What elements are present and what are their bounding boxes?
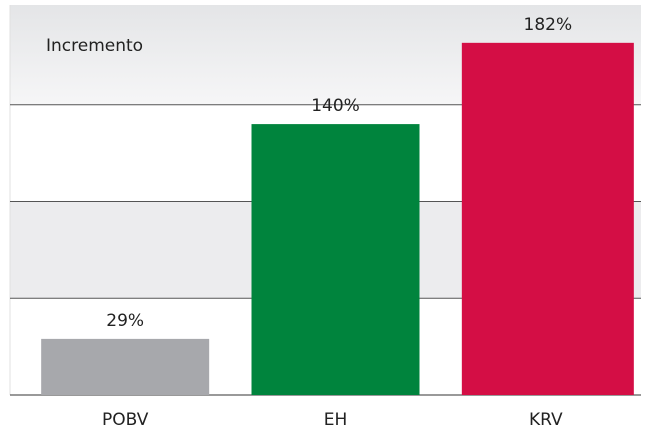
value-label: 29%	[106, 311, 144, 331]
value-label: 182%	[524, 15, 573, 35]
value-label: 140%	[311, 96, 360, 116]
x-tick-label: POBV	[102, 410, 149, 430]
bar	[461, 42, 634, 396]
bar	[41, 338, 210, 395]
x-tick-label: EH	[324, 410, 348, 430]
annotation: Incremento	[46, 36, 143, 56]
bar	[251, 124, 420, 395]
x-tick-label: KRV	[529, 410, 563, 430]
